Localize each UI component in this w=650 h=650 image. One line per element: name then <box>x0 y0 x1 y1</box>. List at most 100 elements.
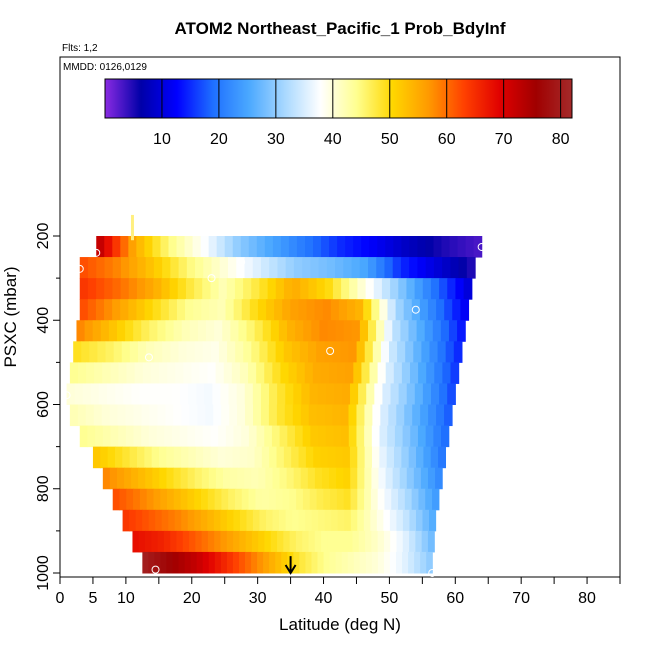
heatmap-cell <box>372 341 382 363</box>
heatmap-cell <box>363 509 371 532</box>
heatmap-cell <box>225 425 235 448</box>
heatmap-cell <box>201 299 210 321</box>
heatmap-cell <box>104 278 114 300</box>
heatmap-cell <box>215 362 225 384</box>
heatmap-cell <box>217 299 227 321</box>
heatmap-cell <box>66 383 76 405</box>
heatmap-cell <box>161 278 171 300</box>
heatmap-cell <box>364 488 372 511</box>
heatmap-cell <box>139 488 148 511</box>
heatmap-cell <box>346 530 354 553</box>
heatmap-cell <box>283 446 292 469</box>
heatmap-cell <box>223 362 233 384</box>
heatmap-cell <box>229 404 238 427</box>
heatmap-cell <box>195 530 203 553</box>
heatmap-cell <box>137 446 145 469</box>
heatmap-cell <box>257 551 264 574</box>
heatmap-cell <box>153 488 161 511</box>
heatmap-cell <box>107 446 116 469</box>
x-axis-label: Latitude (deg N) <box>279 615 401 634</box>
heatmap-cell <box>92 446 101 469</box>
heatmap-cell <box>210 278 220 300</box>
heatmap-cell <box>287 425 296 448</box>
heatmap-cell <box>287 320 296 342</box>
heatmap-cell <box>105 341 115 363</box>
heatmap-cell <box>357 488 365 511</box>
heatmap-cell <box>259 341 269 363</box>
heatmap-cell <box>203 446 212 469</box>
heatmap-cell <box>299 341 309 363</box>
dates-label: MMDD: 0126,0129 <box>63 62 147 73</box>
heatmap-cell <box>207 509 215 532</box>
heatmap-cell <box>316 488 324 511</box>
heatmap-cell <box>352 530 360 553</box>
heatmap-cell <box>147 383 157 405</box>
heatmap-cell <box>218 341 228 363</box>
heatmap-cell <box>251 341 261 363</box>
heatmap-cell <box>102 362 111 384</box>
heatmap-cell <box>208 551 216 574</box>
heatmap-cell <box>444 299 453 321</box>
heatmap-cell <box>292 404 302 427</box>
heatmap-cell <box>173 488 182 511</box>
heatmap-cell <box>293 467 302 490</box>
heatmap-cell <box>332 404 342 427</box>
heatmap-cell <box>141 404 151 427</box>
heatmap-cell <box>252 257 262 279</box>
heatmap-cell <box>428 404 437 427</box>
heatmap-cell <box>280 236 290 258</box>
heatmap-cell <box>414 278 424 300</box>
heatmap-cell <box>263 551 270 574</box>
heatmap-cell <box>179 425 188 448</box>
heatmap-cell <box>389 509 398 532</box>
heatmap-cell <box>239 509 248 532</box>
heatmap-cell <box>184 551 192 574</box>
heatmap-cell <box>159 467 168 490</box>
heatmap-cell <box>236 257 246 279</box>
heatmap-cell <box>86 362 95 384</box>
heatmap-cell <box>294 425 304 448</box>
y-tick-label: 600 <box>35 391 52 418</box>
axes: 0 5 10 20 30 40 50 60 70 80 200 400 600 800 1000 <box>35 223 621 607</box>
heatmap-cell <box>417 425 427 448</box>
heatmap-cell <box>125 320 134 342</box>
heatmap-cell <box>307 467 316 490</box>
heatmap-cell <box>216 236 226 258</box>
heatmap-cell <box>181 320 191 342</box>
heatmap-cell <box>296 362 306 384</box>
heatmap-cell <box>284 404 294 427</box>
heatmap-cell <box>271 425 281 448</box>
heatmap-cell <box>214 551 222 574</box>
heatmap-cell <box>194 488 202 511</box>
heatmap-cell <box>413 467 422 490</box>
heatmap-cell <box>288 236 298 258</box>
heatmap-cell <box>264 236 274 258</box>
sample-circle <box>92 248 101 257</box>
heatmap-cell <box>135 509 143 532</box>
heatmap-cell <box>336 488 345 511</box>
heatmap-cell <box>244 383 254 405</box>
heatmap-cell <box>112 299 121 321</box>
heatmap-cell <box>279 425 288 448</box>
heatmap-cell <box>355 299 364 321</box>
heatmap-cell <box>425 425 434 448</box>
heatmap-cell <box>168 236 178 258</box>
heatmap-cell <box>146 488 155 511</box>
heatmap-cell <box>392 467 401 490</box>
heatmap-cell <box>249 299 259 321</box>
heatmap-cell <box>265 467 274 490</box>
heatmap-cell <box>222 467 231 490</box>
heatmap-cell <box>109 467 118 490</box>
heatmap-cell <box>213 404 222 427</box>
heatmap-cell <box>194 341 204 363</box>
heatmap-cell <box>324 341 333 363</box>
heatmap-cell <box>160 488 168 511</box>
sample-circle <box>144 353 153 362</box>
heatmap-cell <box>269 551 276 574</box>
heatmap-cell <box>409 530 416 553</box>
heatmap-cell <box>383 530 391 553</box>
heatmap-cell <box>241 425 250 448</box>
heatmap-cell <box>402 530 410 553</box>
heatmap-cell <box>144 236 154 258</box>
heatmap-cell <box>254 320 264 342</box>
